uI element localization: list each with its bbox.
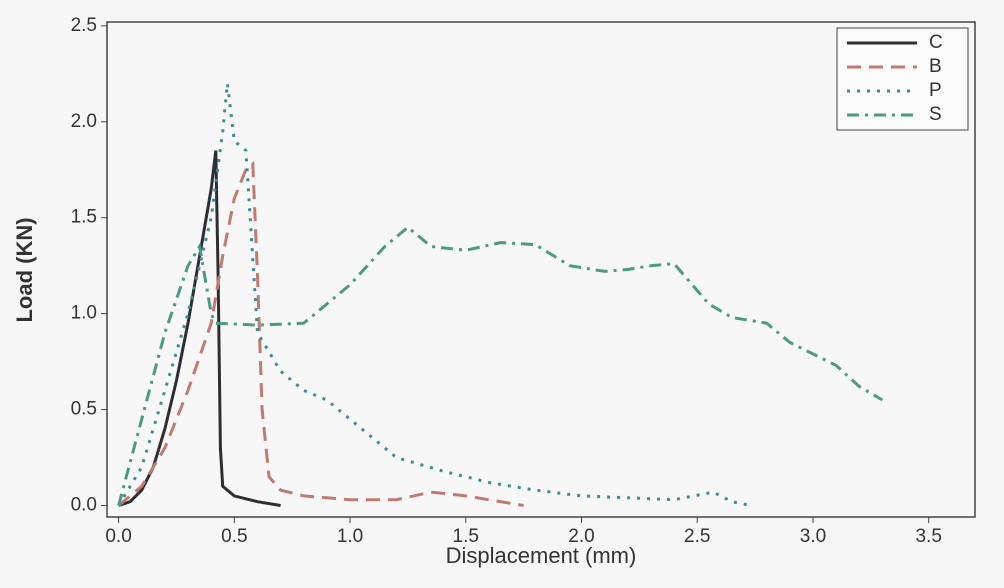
y-tick-label: 1.5 <box>71 207 97 228</box>
series-line <box>118 150 281 507</box>
x-tick-label: 3.0 <box>800 526 826 547</box>
y-tick-label: 0.0 <box>71 495 97 516</box>
x-tick-label: 0.0 <box>105 526 131 547</box>
series-line <box>117 160 524 507</box>
y-tick-label: 0.5 <box>71 399 97 420</box>
y-tick-label: 2.0 <box>71 111 97 132</box>
y-tick-label: 1.0 <box>71 303 97 324</box>
x-tick-label: 1.5 <box>453 526 479 547</box>
x-tick-label: 3.5 <box>915 526 941 547</box>
legend-box <box>836 27 969 131</box>
plot-area <box>106 21 976 518</box>
y-tick-label: 2.5 <box>71 15 97 36</box>
x-axis-label: Displacement (mm) <box>446 543 637 568</box>
y-axis-label: Load (KN) <box>12 217 37 322</box>
series-line <box>117 83 751 507</box>
series-line <box>117 225 884 506</box>
legend-label: B <box>929 56 942 77</box>
x-tick-label: 1.0 <box>337 526 363 547</box>
legend-label: S <box>929 104 942 125</box>
x-tick-label: 2.5 <box>684 526 710 547</box>
legend-label: P <box>929 80 942 101</box>
x-tick-label: 0.5 <box>221 526 247 547</box>
x-tick-label: 2.0 <box>568 526 594 547</box>
legend-label: C <box>929 32 943 53</box>
